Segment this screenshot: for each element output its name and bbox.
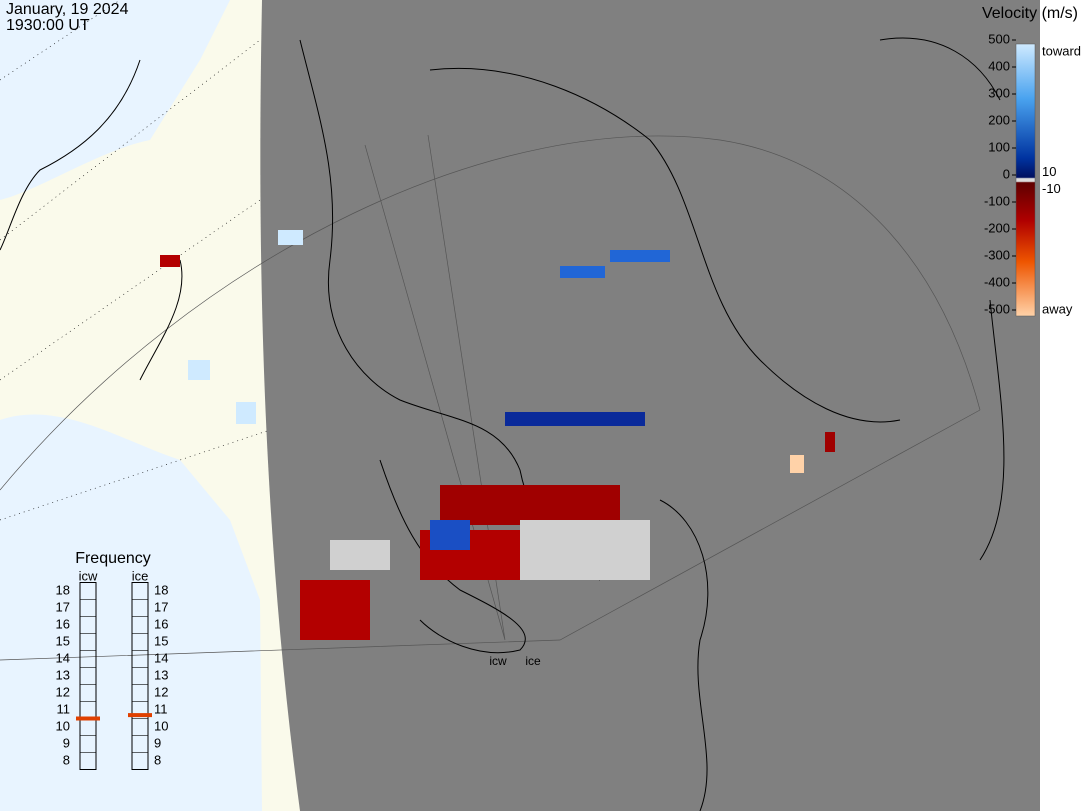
panel-name: ice <box>132 568 149 583</box>
ocean <box>0 0 230 200</box>
colorbar-tick-label: -200 <box>984 220 1010 235</box>
frequency-tick-label: 15 <box>56 633 70 648</box>
radar-labels: icw ice <box>489 654 541 668</box>
frequency-tick-label: 12 <box>56 684 70 699</box>
colorbar-tick-label: 10 <box>1042 164 1056 179</box>
frequency-tick-label: 8 <box>63 752 70 767</box>
echoes <box>160 230 835 640</box>
colorbar-tick-label: 300 <box>988 85 1010 100</box>
frequency-tick-label: 14 <box>154 650 168 665</box>
toward-label: toward <box>1042 43 1081 58</box>
frequency-tick-label: 9 <box>154 735 161 750</box>
frequency-marker <box>128 713 152 718</box>
frequency-panel: icw 18 17 16 15 14 13 12 11 10 9 8 ice 18 17 16 15 14 13 12… <box>56 568 168 770</box>
margin <box>1040 0 1083 811</box>
coastlines <box>0 37 1005 811</box>
frequency-tick-label: 11 <box>154 701 168 716</box>
frequency-marker <box>76 716 100 721</box>
colorbar-tick-label: -10 <box>1042 181 1061 196</box>
panel-name: icw <box>79 568 98 583</box>
colorbar-tick-label: 500 <box>988 31 1010 46</box>
colorbar-tick-label: 400 <box>988 58 1010 73</box>
colorbar <box>1015 43 1036 317</box>
frequency-tick-label: 17 <box>56 599 70 614</box>
colorbar-tick-label: 100 <box>988 139 1010 154</box>
ocean <box>0 414 262 811</box>
radar-label: ice <box>525 654 541 668</box>
colorbar-tick-label: -100 <box>984 193 1010 208</box>
time: 1930:00 UT <box>6 17 90 34</box>
legend-title: Velocity (m/s) <box>982 5 1078 22</box>
colorbar-tick-label: -300 <box>984 247 1010 262</box>
frequency-tick-label: 17 <box>154 599 168 614</box>
frequency-tick-label: 16 <box>154 616 168 631</box>
colorbar-tick-label: 0 <box>1003 166 1010 181</box>
frequency-tick-label: 18 <box>154 582 168 597</box>
frequency-tick-label: 16 <box>56 616 70 631</box>
frequency-tick-label: 15 <box>154 633 168 648</box>
date: January, 19 2024 <box>6 1 129 18</box>
colorbar-tick-label: 200 <box>988 112 1010 127</box>
frequency-tick-label: 13 <box>154 667 168 682</box>
graticule <box>0 0 981 661</box>
frequency-tick-label: 9 <box>63 735 70 750</box>
frequency-tick-label: 14 <box>56 650 70 665</box>
frequency-tick-label: 11 <box>57 701 71 716</box>
colorbar-tick-label: -400 <box>984 274 1010 289</box>
frequency-tick-label: 12 <box>154 684 168 699</box>
away-label: away <box>1042 301 1073 316</box>
radar-field <box>260 0 1041 811</box>
frequency-tick-label: 13 <box>56 667 70 682</box>
frequency-tick-label: 10 <box>154 718 168 733</box>
frequency-title: Frequency <box>75 550 151 567</box>
colorbar-tick-label: -500 <box>984 301 1010 316</box>
frequency-tick-label: 8 <box>154 752 161 767</box>
frequency-tick-label: 18 <box>56 582 70 597</box>
frequency-tick-label: 10 <box>56 718 70 733</box>
radar-label: icw <box>489 654 507 668</box>
